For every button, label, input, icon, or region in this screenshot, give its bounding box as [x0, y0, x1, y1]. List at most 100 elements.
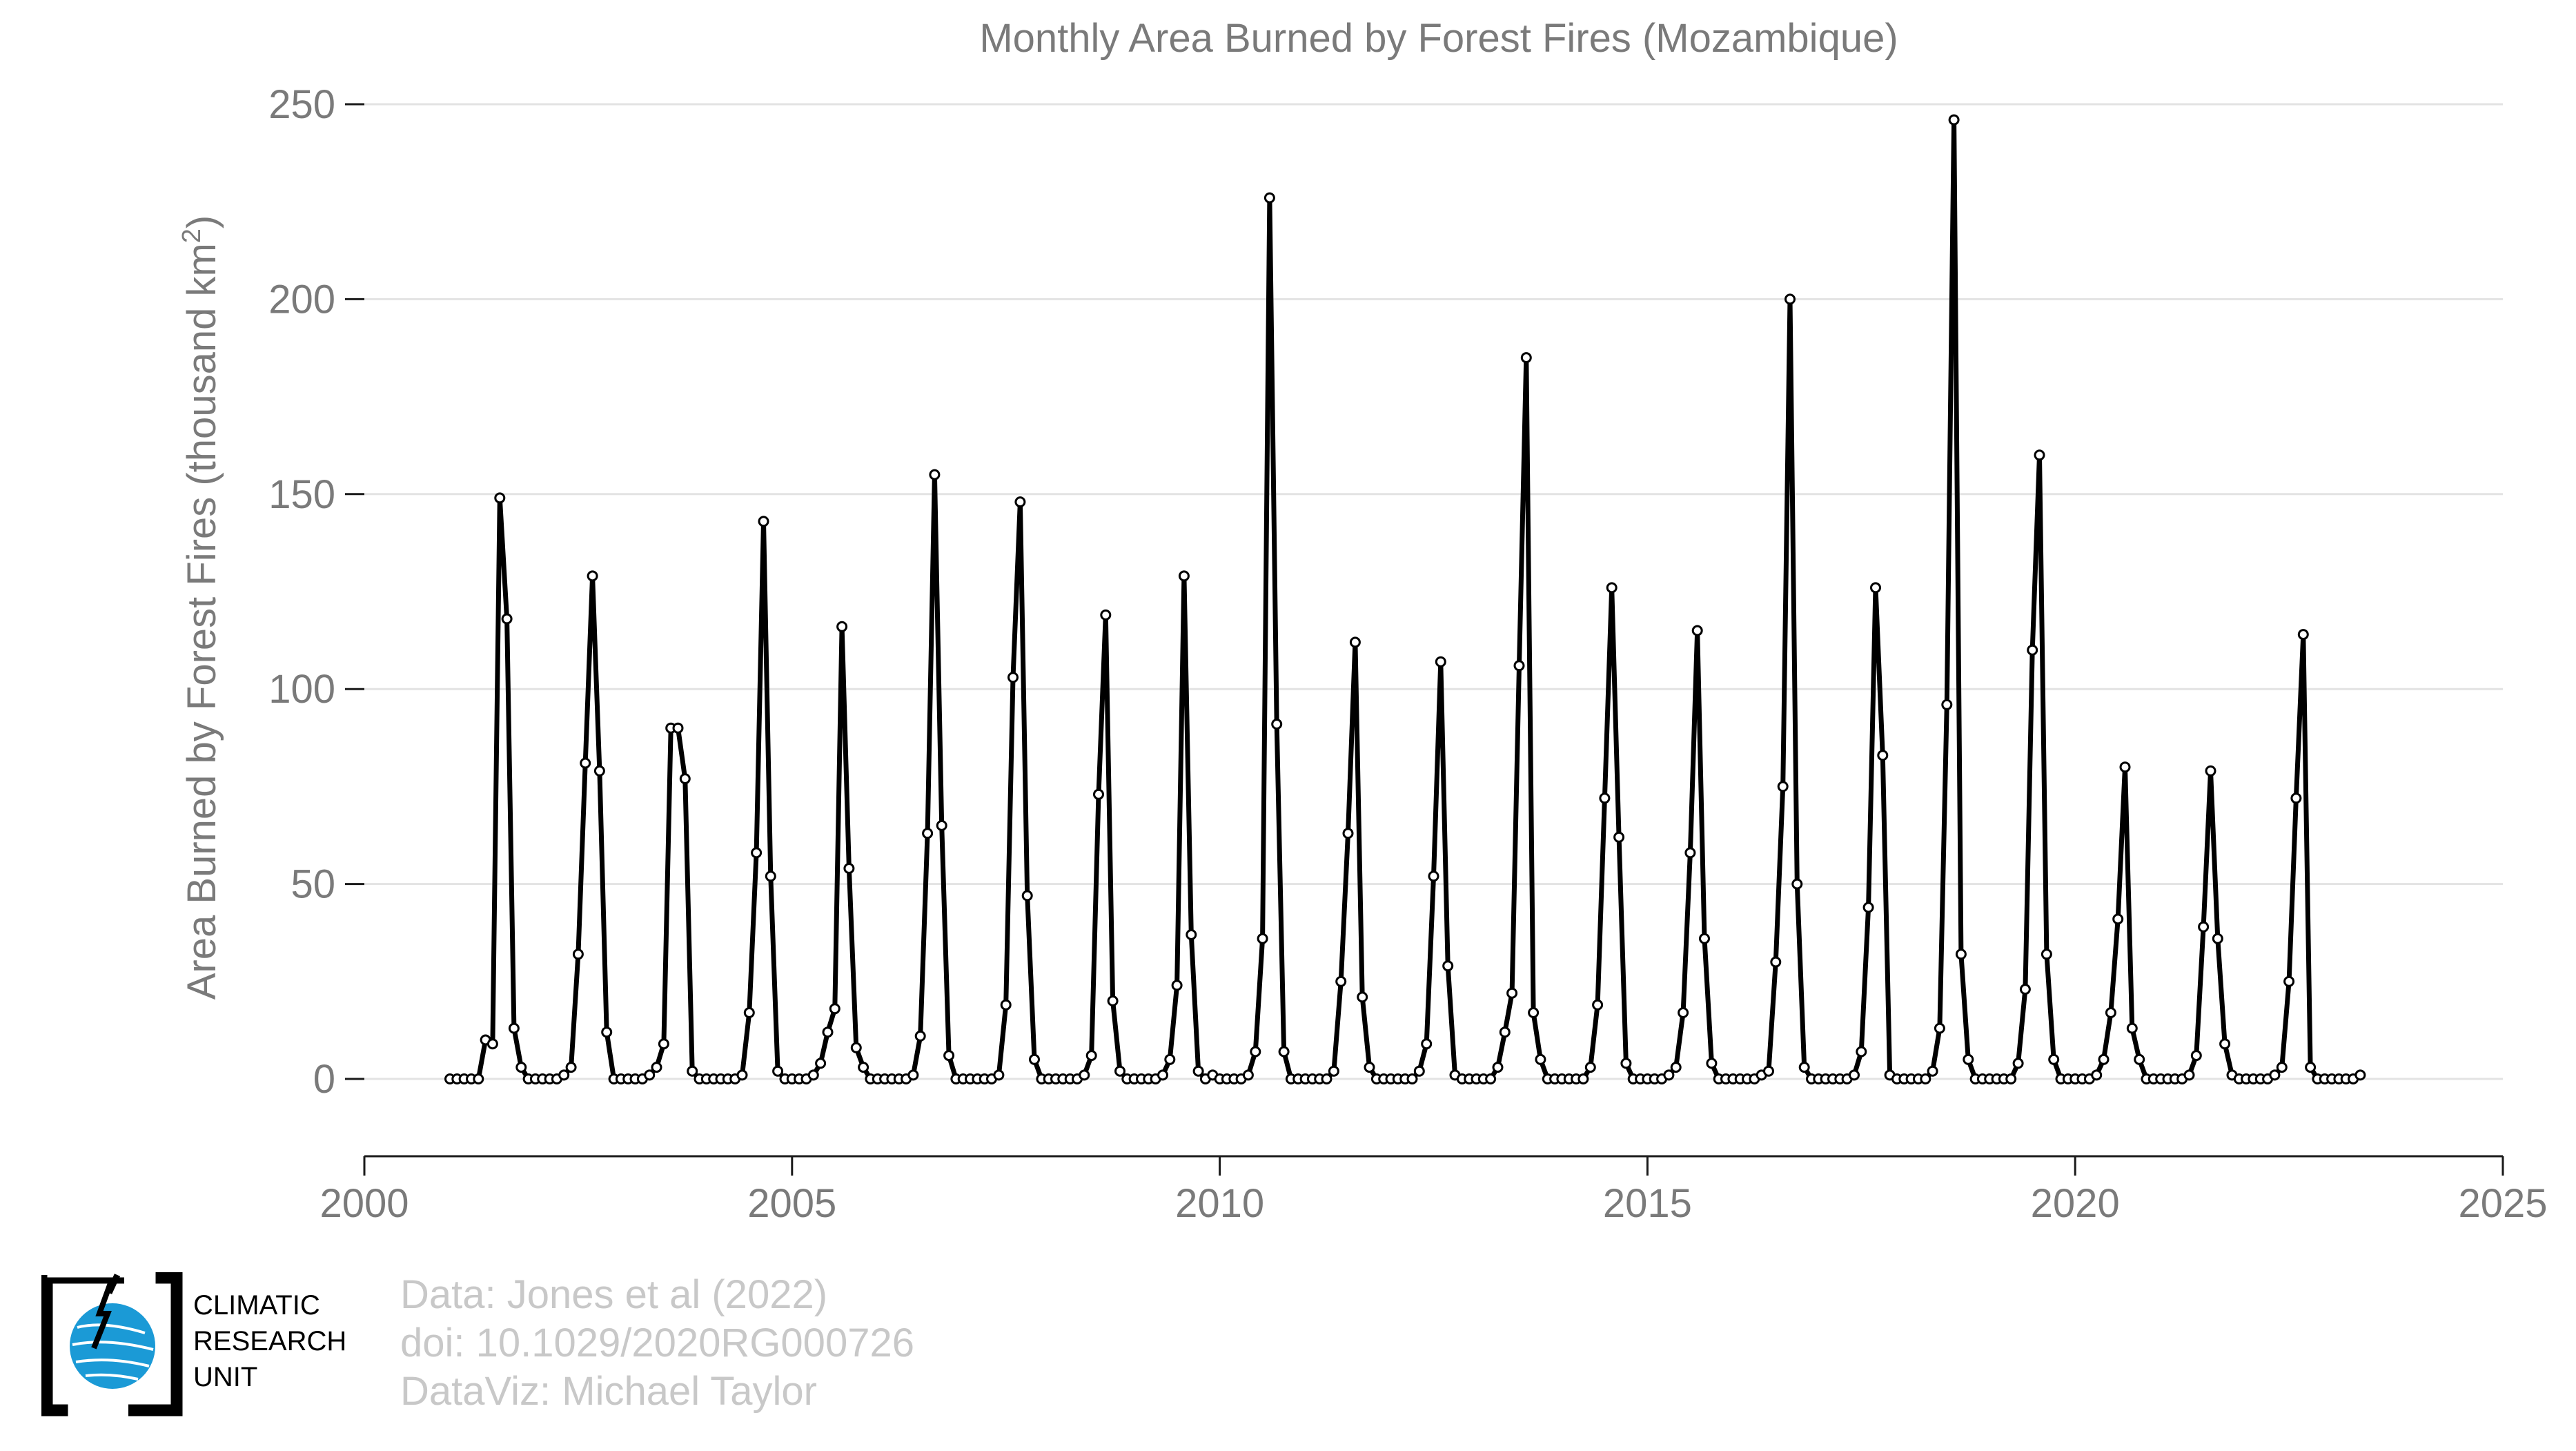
logo-text-line1: CLIMATIC [193, 1290, 320, 1321]
data-point-32 [672, 722, 684, 734]
data-point-77 [993, 1069, 1005, 1081]
data-point-152 [1528, 1007, 1540, 1018]
y-tick-label-150: 150 [268, 472, 335, 517]
data-point-237 [2134, 1053, 2145, 1065]
data-point-91 [1093, 788, 1104, 800]
data-point-93 [1107, 995, 1119, 1006]
data-point-200 [1870, 582, 1881, 594]
data-point-101 [1164, 1053, 1176, 1065]
data-point-209 [1934, 1022, 1945, 1034]
data-point-105 [1192, 1065, 1204, 1077]
data-point-199 [1862, 902, 1874, 913]
data-point-22 [601, 1026, 613, 1038]
data-point-201 [1877, 750, 1889, 761]
data-point-233 [2105, 1007, 2116, 1018]
data-point-127 [1349, 636, 1361, 648]
data-point-126 [1342, 828, 1354, 839]
data-point-231 [2091, 1069, 2103, 1081]
y-axis-label: Area Burned by Forest Fires (thousand km… [177, 215, 224, 1000]
data-point-56 [843, 863, 855, 874]
data-point-41 [736, 1069, 748, 1081]
data-point-52 [815, 1058, 827, 1069]
x-tick-label-2005: 2005 [747, 1181, 836, 1226]
credit-data: Data: Jones et al (2022) [400, 1272, 827, 1317]
data-point-236 [2126, 1022, 2138, 1034]
data-point-114 [1257, 933, 1268, 944]
y-tick-label-250: 250 [268, 82, 335, 127]
x-tick-label-2020: 2020 [2031, 1181, 2120, 1226]
logo-text-line3: UNIT [193, 1362, 257, 1392]
data-point-6 [486, 1038, 498, 1050]
data-point-138 [1428, 870, 1439, 882]
data-point-249 [2219, 1038, 2231, 1050]
data-point-223 [2034, 449, 2045, 461]
data-point-165 [1620, 1058, 1632, 1069]
data-point-176 [1699, 933, 1710, 944]
data-point-257 [2276, 1062, 2288, 1073]
data-point-235 [2119, 761, 2131, 773]
data-point-186 [1770, 956, 1782, 968]
data-point-151 [1520, 352, 1532, 364]
data-point-208 [1927, 1065, 1938, 1077]
data-point-224 [2041, 948, 2052, 960]
data-point-112 [1242, 1069, 1254, 1081]
data-point-163 [1606, 582, 1618, 594]
data-point-30 [658, 1038, 669, 1050]
data-point-81 [1021, 890, 1033, 902]
data-point-172 [1670, 1062, 1682, 1073]
data-point-28 [644, 1069, 656, 1081]
credits: Data: Jones et al (2022) doi: 10.1029/20… [400, 1272, 914, 1414]
data-point-116 [1271, 719, 1283, 730]
logo-left-bracket [41, 1275, 124, 1416]
data-point-104 [1186, 929, 1197, 940]
data-point-159 [1577, 1073, 1589, 1084]
data-point-149 [1506, 987, 1518, 999]
data-point-34 [687, 1065, 698, 1077]
data-point-115 [1264, 192, 1275, 204]
data-point-21 [593, 765, 605, 777]
data-point-89 [1079, 1069, 1090, 1081]
data-point-219 [2005, 1073, 2017, 1084]
data-point-113 [1250, 1046, 1261, 1058]
data-point-198 [1856, 1046, 1867, 1058]
data-point-153 [1535, 1053, 1546, 1065]
data-point-212 [1955, 948, 1967, 960]
y-axis-ticks: 0 50 100 150 200 250 [268, 82, 364, 1102]
x-tick-label-2010: 2010 [1175, 1181, 1264, 1226]
data-point-140 [1442, 960, 1454, 972]
data-point-211 [1948, 114, 1960, 126]
data-point-94 [1114, 1065, 1125, 1077]
series-line [450, 117, 2362, 1082]
series-area-burned [444, 114, 2366, 1084]
data-point-42 [743, 1007, 755, 1018]
y-tick-label-200: 200 [268, 277, 335, 322]
data-point-66 [914, 1030, 926, 1042]
x-tick-label-2025: 2025 [2458, 1181, 2547, 1226]
data-point-260 [2297, 629, 2309, 641]
data-point-256 [2269, 1069, 2281, 1081]
data-point-51 [807, 1069, 819, 1081]
data-point-17 [565, 1062, 577, 1073]
data-point-185 [1763, 1065, 1774, 1077]
data-point-9 [508, 1022, 520, 1034]
data-point-244 [2183, 1069, 2195, 1081]
data-point-55 [836, 621, 848, 632]
data-point-33 [679, 773, 691, 785]
data-point-247 [2205, 765, 2216, 777]
data-point-58 [858, 1062, 869, 1073]
data-point-162 [1599, 792, 1611, 804]
data-point-225 [2048, 1053, 2060, 1065]
data-point-117 [1278, 1046, 1290, 1058]
data-point-29 [651, 1062, 662, 1073]
data-point-245 [2190, 1050, 2202, 1062]
data-point-177 [1706, 1058, 1718, 1069]
logo-text-line2: RESEARCH [193, 1326, 346, 1356]
data-point-45 [765, 870, 776, 882]
data-point-4 [473, 1073, 484, 1084]
data-point-80 [1014, 496, 1026, 508]
data-point-20 [587, 570, 598, 582]
data-point-174 [1684, 847, 1696, 859]
data-point-171 [1663, 1069, 1675, 1081]
data-point-137 [1421, 1038, 1433, 1050]
x-tick-label-2015: 2015 [1603, 1181, 1692, 1226]
